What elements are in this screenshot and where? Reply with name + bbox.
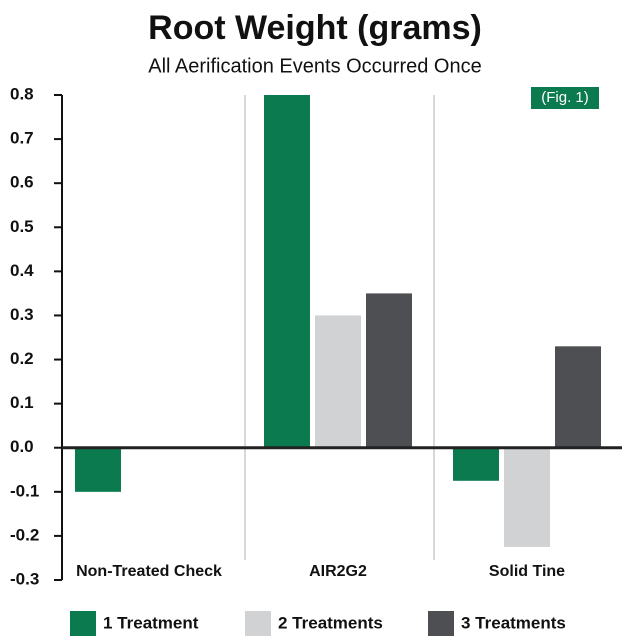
x-tick-label: Solid Tine xyxy=(489,563,565,580)
y-tick-label: -0.1 xyxy=(10,481,39,500)
legend-swatch xyxy=(245,611,271,636)
legend-label: 3 Treatments xyxy=(461,613,566,632)
legend-swatch xyxy=(428,611,454,636)
x-tick-label: Non-Treated Check xyxy=(76,563,222,580)
bar xyxy=(315,315,361,448)
bar xyxy=(75,447,121,492)
x-tick-label: AIR2G2 xyxy=(309,563,367,580)
y-tick-label: -0.2 xyxy=(10,525,39,544)
y-tick-label: 0.5 xyxy=(10,217,34,236)
y-tick-label: 0.4 xyxy=(10,261,34,280)
annotation: (Fig. 1) xyxy=(541,89,589,106)
y-tick-label: 0.7 xyxy=(10,129,34,148)
y-tick-label: 0.8 xyxy=(10,84,34,103)
y-tick-label: 0.3 xyxy=(10,305,34,324)
bar xyxy=(555,346,601,448)
bar xyxy=(504,447,550,547)
bar xyxy=(264,95,310,448)
legend-swatch xyxy=(70,611,96,636)
y-tick-label: 0.6 xyxy=(10,173,34,192)
bar xyxy=(453,447,499,481)
chart-subtitle: All Aerification Events Occurred Once xyxy=(148,55,481,77)
y-tick-label: 0.2 xyxy=(10,349,34,368)
y-tick-label: 0.1 xyxy=(10,393,34,412)
annotation-badge xyxy=(531,87,599,109)
y-tick-label: 0.0 xyxy=(10,437,34,456)
chart-title: Root Weight (grams) xyxy=(148,9,482,47)
legend-label: 2 Treatments xyxy=(278,613,383,632)
bar xyxy=(366,293,412,448)
legend-label: 1 Treatment xyxy=(103,613,199,632)
y-tick-label: -0.3 xyxy=(10,569,39,588)
